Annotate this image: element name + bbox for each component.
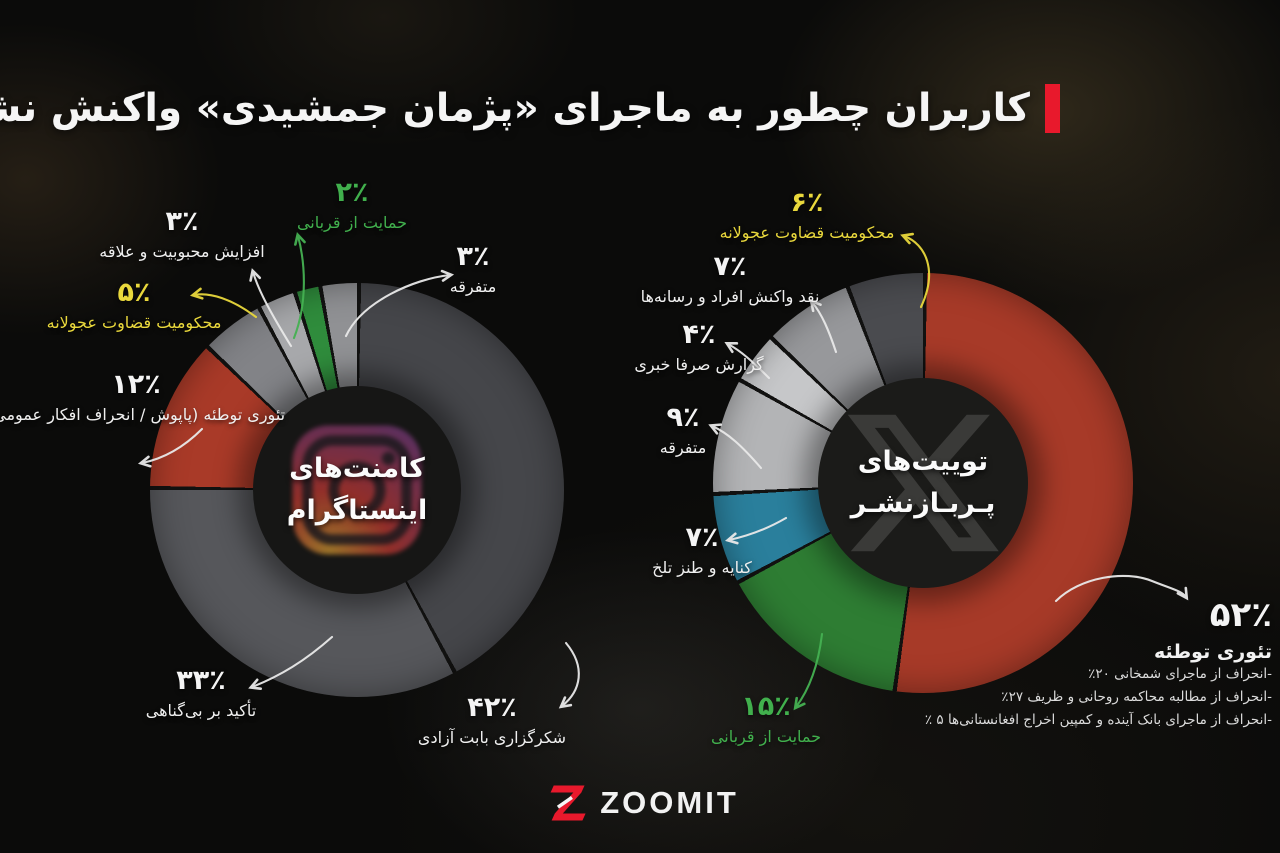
percent-value: ۱۵٪ bbox=[741, 691, 791, 722]
label-condemn-judgment-ig: ۵٪ محکومیت قضاوت عجولانه bbox=[47, 279, 222, 332]
conspiracy-sub-item: -انحراف از ماجرای شمخانی ۲۰٪ bbox=[1088, 666, 1272, 682]
label-emphasis-innocence: ۳۳٪ تأکید بر بی‌گناهی bbox=[146, 667, 257, 720]
label-victim-support-x: ۱۵٪ حمایت از قربانی bbox=[711, 693, 821, 746]
percent-value: ۴٪ bbox=[682, 319, 716, 350]
slice-label: تئوری توطئه bbox=[1154, 641, 1272, 663]
slice-label: کنایه و طنز تلخ bbox=[652, 558, 752, 577]
label-conspiracy-ig: ۱۲٪ تئوری توطئه (پاپوش / انحراف افکار عم… bbox=[0, 371, 285, 424]
percent-value: ۳۳٪ bbox=[176, 665, 226, 696]
page-title: کاربران چطور به ماجرای «پژمان جمشیدی» وا… bbox=[0, 86, 1030, 131]
slice-label: افزایش محبوبیت و علاقه bbox=[99, 242, 265, 261]
label-misc-ig: ۳٪ متفرقه bbox=[450, 243, 497, 296]
title-accent-bar bbox=[1045, 84, 1060, 133]
label-news-report: ۴٪ گزارش صرفا خبری bbox=[634, 321, 763, 374]
slice-label: محکومیت قضاوت عجولانه bbox=[719, 223, 895, 242]
percent-value: ۱۲٪ bbox=[111, 369, 161, 400]
instagram-donut-center: کامنت‌های اینستاگرام bbox=[253, 386, 461, 594]
brand-name: ZOOMIT bbox=[600, 785, 739, 820]
slice-label: متفرقه bbox=[659, 438, 707, 457]
x-chart-title: توییت‌های پـربـازنشـر bbox=[850, 446, 996, 519]
x-donut-chart: توییت‌های پـربـازنشـر bbox=[713, 273, 1133, 693]
label-sarcasm: ۷٪ کنایه و طنز تلخ bbox=[652, 524, 752, 577]
percent-value: ۳٪ bbox=[165, 206, 199, 237]
slice-label: تأکید بر بی‌گناهی bbox=[145, 701, 257, 720]
percent-value: ۲٪ bbox=[335, 177, 369, 208]
conspiracy-sub-item: -انحراف از مطالبه محاکمه روحانی و ظریف ۲… bbox=[1001, 688, 1272, 705]
percent-value: ۵٪ bbox=[117, 277, 151, 308]
percent-value: ۶٪ bbox=[790, 187, 824, 218]
label-popularity-increase: ۳٪ افزایش محبوبیت و علاقه bbox=[99, 208, 265, 261]
percent-value: ۴۲٪ bbox=[467, 692, 517, 723]
percent-value: ۵۲٪ bbox=[1209, 595, 1272, 635]
slice-label: تئوری توطئه (پاپوش / انحراف افکار عمومی) bbox=[0, 405, 286, 424]
page-title-block: کاربران چطور به ماجرای «پژمان جمشیدی» وا… bbox=[0, 84, 1060, 133]
label-misc-x: ۹٪ متفرقه bbox=[660, 404, 707, 457]
slice-label: گزارش صرفا خبری bbox=[634, 355, 764, 374]
slice-label: حمایت از قربانی bbox=[296, 213, 408, 232]
zoomit-logo-icon bbox=[550, 785, 586, 821]
x-donut-center: توییت‌های پـربـازنشـر bbox=[818, 378, 1028, 588]
slice-label: نقد واکنش افراد و رسانه‌ها bbox=[640, 287, 820, 306]
label-conspiracy-x: ۵۲٪ تئوری توطئه -انحراف از ماجرای شمخانی… bbox=[925, 598, 1272, 732]
percent-value: ۳٪ bbox=[456, 241, 490, 272]
label-gratitude-freedom: ۴۲٪ شکرگزاری بابت آزادی bbox=[418, 694, 566, 747]
slice-label: متفرقه bbox=[449, 277, 497, 296]
percent-value: ۷٪ bbox=[713, 251, 747, 282]
percent-value: ۹٪ bbox=[666, 402, 700, 433]
slice-label: محکومیت قضاوت عجولانه bbox=[46, 313, 222, 332]
instagram-donut-chart: کامنت‌های اینستاگرام bbox=[150, 283, 564, 697]
label-victim-support-ig: ۲٪ حمایت از قربانی bbox=[297, 179, 407, 232]
label-criticism-media: ۷٪ نقد واکنش افراد و رسانه‌ها bbox=[641, 253, 820, 306]
label-condemn-judgment-x: ۶٪ محکومیت قضاوت عجولانه bbox=[720, 189, 895, 242]
x-logo-icon bbox=[847, 414, 999, 552]
instagram-logo-icon bbox=[292, 425, 422, 555]
zoomit-brand: ZOOMIT bbox=[541, 782, 739, 824]
slice-label: حمایت از قربانی bbox=[710, 727, 822, 746]
slice-label: شکرگزاری بابت آزادی bbox=[417, 728, 567, 747]
percent-value: ۷٪ bbox=[685, 522, 719, 553]
conspiracy-sub-item: -انحراف از ماجرای بانک آینده و کمپین اخر… bbox=[924, 711, 1272, 728]
instagram-chart-title: کامنت‌های اینستاگرام bbox=[286, 453, 428, 526]
